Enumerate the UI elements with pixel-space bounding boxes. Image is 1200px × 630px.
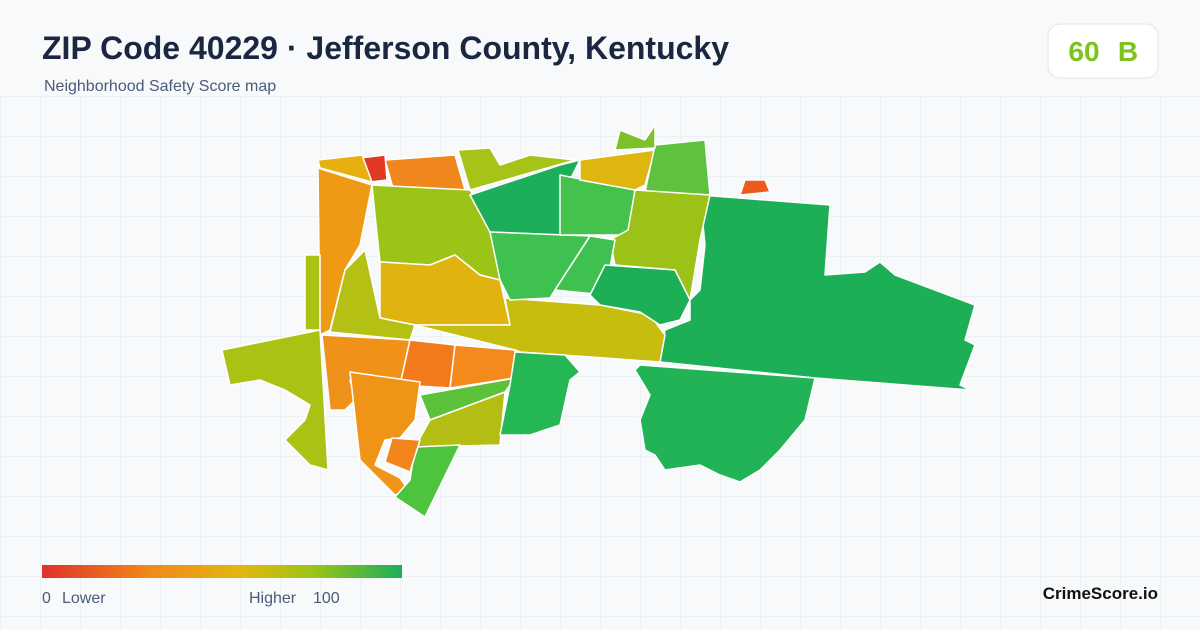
- map: [221, 124, 976, 518]
- region: [634, 364, 816, 483]
- region: [457, 147, 576, 191]
- brand: CrimeScore.io: [1043, 584, 1158, 603]
- region: [579, 149, 656, 191]
- region: [221, 329, 329, 471]
- score-value: 60: [1068, 36, 1099, 67]
- score-grade: B: [1118, 36, 1138, 67]
- region: [739, 179, 771, 196]
- region: [499, 351, 581, 436]
- region: [304, 254, 321, 331]
- legend-max: 100: [313, 590, 340, 607]
- region: [614, 124, 656, 151]
- subtitle: Neighborhood Safety Score map: [44, 78, 276, 95]
- title: ZIP Code 40229 · Jefferson County, Kentu…: [42, 30, 729, 66]
- legend-min-label: Lower: [62, 590, 106, 607]
- region: [317, 154, 373, 183]
- region: [589, 264, 691, 326]
- region: [384, 437, 421, 473]
- legend-gradient: [42, 565, 402, 578]
- region: [414, 391, 506, 448]
- legend-max-label: Higher: [249, 590, 297, 607]
- region: [414, 297, 666, 363]
- region: [349, 371, 421, 496]
- score-badge: [1047, 23, 1159, 79]
- legend-min: 0: [42, 590, 51, 607]
- region: [394, 444, 461, 518]
